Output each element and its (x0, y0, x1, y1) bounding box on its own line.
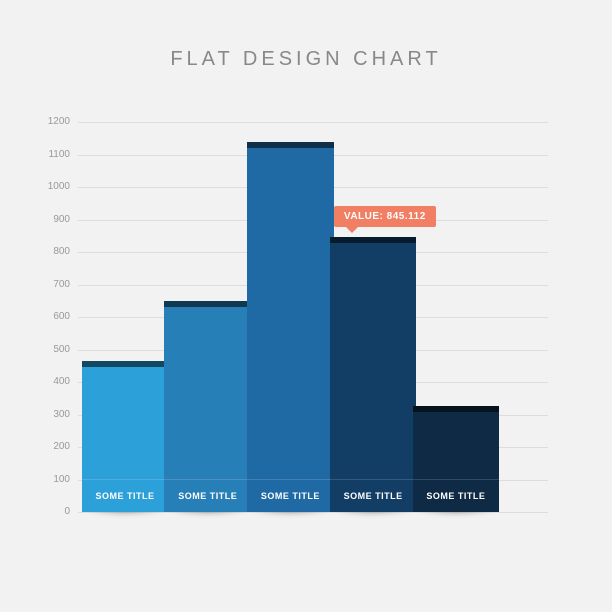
category-box: SOME TITLE (247, 479, 333, 512)
category-label: SOME TITLE (95, 491, 154, 501)
grid-line (78, 122, 548, 123)
y-axis-label: 100 (42, 474, 70, 485)
bar-chart: 0100200300400500600700800900100011001200… (78, 122, 548, 512)
y-axis-label: 1100 (42, 149, 70, 160)
category-label: SOME TITLE (178, 491, 237, 501)
category-label: SOME TITLE (426, 491, 485, 501)
category-label: SOME TITLE (344, 491, 403, 501)
y-axis-label: 1200 (42, 116, 70, 127)
y-axis-label: 200 (42, 441, 70, 452)
y-axis-label: 0 (42, 506, 70, 517)
y-axis-label: 600 (42, 311, 70, 322)
y-axis-label: 500 (42, 344, 70, 355)
chart-title: FLAT DESIGN CHART (0, 48, 612, 71)
y-axis-label: 900 (42, 214, 70, 225)
category-label: SOME TITLE (261, 491, 320, 501)
y-axis-label: 300 (42, 409, 70, 420)
bar (247, 142, 333, 513)
value-callout: VALUE: 845.112 (334, 206, 436, 227)
y-axis-label: 700 (42, 279, 70, 290)
category-box: SOME TITLE (413, 479, 499, 512)
y-axis-label: 400 (42, 376, 70, 387)
bar (330, 237, 416, 512)
y-axis-label: 800 (42, 246, 70, 257)
y-axis-label: 1000 (42, 181, 70, 192)
category-box: SOME TITLE (164, 479, 250, 512)
category-box: SOME TITLE (330, 479, 416, 512)
category-box: SOME TITLE (82, 479, 168, 512)
